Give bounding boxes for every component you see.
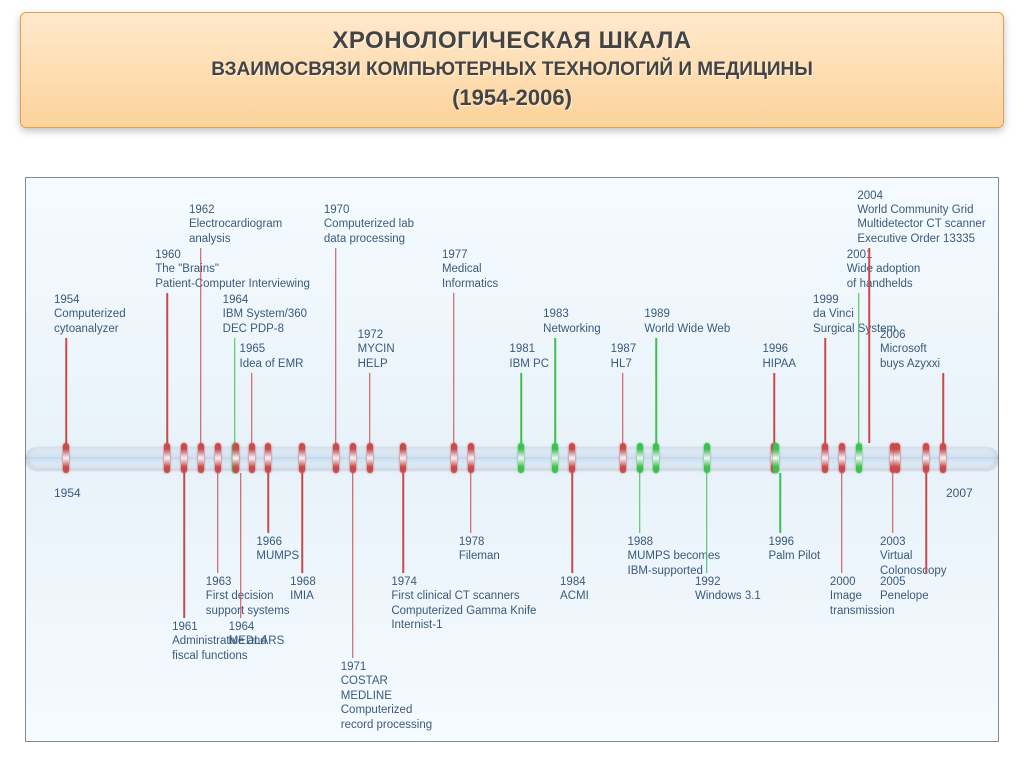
event-connector (65, 338, 67, 443)
event-connector (824, 338, 826, 443)
timeline-ring (552, 443, 558, 473)
timeline-ring (620, 443, 626, 473)
event-label: 2001Wide adoptionof handhelds (847, 248, 921, 291)
event-label: 2004World Community GridMultidetector CT… (857, 189, 985, 247)
event-label: 1977MedicalInformatics (442, 248, 498, 291)
timeline-ring (773, 443, 779, 473)
event-label: 1964MEDLARS (229, 620, 285, 649)
event-label: 1965Idea of EMR (240, 342, 304, 371)
timeline-ring (894, 443, 900, 473)
event-label: 2005Penelope (880, 575, 929, 604)
timeline-ring (822, 443, 828, 473)
event-connector (571, 473, 573, 573)
event-connector (774, 373, 776, 443)
timeline-ring (468, 443, 474, 473)
title-header: ХРОНОЛОГИЧЕСКАЯ ШКАЛА ВЗАИМОСВЯЗИ КОМПЬЮ… (20, 12, 1004, 128)
event-connector (234, 338, 236, 443)
event-connector (780, 473, 782, 533)
event-label: 1968IMIA (290, 575, 316, 604)
timeline-ring (299, 443, 305, 473)
event-label: 1989World Wide Web (644, 307, 730, 336)
timeline-ring (940, 443, 946, 473)
event-connector (706, 473, 708, 573)
timeline-ring (333, 443, 339, 473)
timeline-ring (569, 443, 575, 473)
timeline-ring (451, 443, 457, 473)
event-connector (942, 373, 944, 443)
event-label: 1978Fileman (459, 535, 500, 564)
timeline-start-label: 1954 (54, 486, 81, 500)
event-connector (656, 338, 658, 443)
event-label: 1960The "Brains"Patient-Computer Intervi… (155, 248, 310, 291)
timeline-ring (265, 443, 271, 473)
event-label: 1983Networking (543, 307, 601, 336)
event-label: 1970Computerized labdata processing (324, 203, 414, 246)
timeline-ring (350, 443, 356, 473)
title-sub: ВЗАИМОСВЯЗИ КОМПЬЮТЕРНЫХ ТЕХНОЛОГИЙ И МЕ… (41, 59, 983, 81)
event-label: 1954Computerizedcytoanalyzer (54, 293, 126, 336)
event-label: 1962Electrocardiogramanalysis (189, 203, 282, 246)
event-connector (369, 373, 371, 443)
event-connector (335, 248, 337, 443)
event-connector (268, 473, 270, 533)
timeline-ring (400, 443, 406, 473)
event-connector (251, 373, 253, 443)
event-label: 1987HL7 (611, 342, 637, 371)
event-label: 1972MYCINHELP (358, 328, 395, 371)
timeline-ring (856, 443, 862, 473)
timeline-ring (653, 443, 659, 473)
event-label: 2003VirtualColonoscopy (880, 535, 946, 578)
timeline-ring (249, 443, 255, 473)
event-label: 1964IBM System/360DEC PDP-8 (223, 293, 307, 336)
event-connector (639, 473, 641, 533)
event-label: 2006Microsoftbuys Azyxxi (880, 328, 940, 371)
event-label: 1992Windows 3.1 (695, 575, 761, 604)
timeline-ring (198, 443, 204, 473)
event-label: 1963First decisionsupport systems (206, 575, 290, 618)
event-connector (200, 248, 202, 443)
timeline-ring (63, 443, 69, 473)
timeline-ring (164, 443, 170, 473)
event-connector (521, 373, 523, 443)
event-label: 1971COSTARMEDLINEComputerizedrecord proc… (341, 660, 432, 732)
event-label: 1996Palm Pilot (768, 535, 820, 564)
event-connector (166, 293, 168, 443)
event-connector (352, 473, 354, 658)
timeline-chart: 1954 2007 1954Computerizedcytoanalyzer 1960… (25, 177, 999, 742)
event-label: 1984ACMI (560, 575, 589, 604)
timeline-ring (215, 443, 221, 473)
event-connector (453, 293, 455, 443)
event-label: 1974First clinical CT scannersComputeriz… (391, 575, 536, 633)
timeline-ring (839, 443, 845, 473)
timeline-ring (923, 443, 929, 473)
event-connector (869, 248, 871, 443)
title-main: ХРОНОЛОГИЧЕСКАЯ ШКАЛА (41, 27, 983, 55)
event-connector (892, 473, 894, 533)
timeline-ring (181, 443, 187, 473)
event-label: 1981IBM PC (509, 342, 549, 371)
timeline-ring (233, 443, 239, 473)
event-connector (554, 338, 556, 443)
event-connector (841, 473, 843, 573)
timeline-ring (637, 443, 643, 473)
event-connector (622, 373, 624, 443)
timeline-bar (26, 447, 998, 469)
event-label: 1966MUMPS (256, 535, 299, 564)
event-connector (301, 473, 303, 573)
timeline-ring (704, 443, 710, 473)
event-connector (403, 473, 405, 573)
event-connector (858, 293, 860, 443)
event-connector (926, 473, 928, 573)
event-label: 1996HIPAA (762, 342, 796, 371)
event-connector (240, 473, 242, 618)
event-connector (470, 473, 472, 533)
timeline-ring (518, 443, 524, 473)
title-range: (1954-2006) (41, 85, 983, 111)
event-connector (183, 473, 185, 618)
timeline-ring (367, 443, 373, 473)
event-connector (217, 473, 219, 573)
timeline-end-label: 2007 (946, 486, 973, 500)
